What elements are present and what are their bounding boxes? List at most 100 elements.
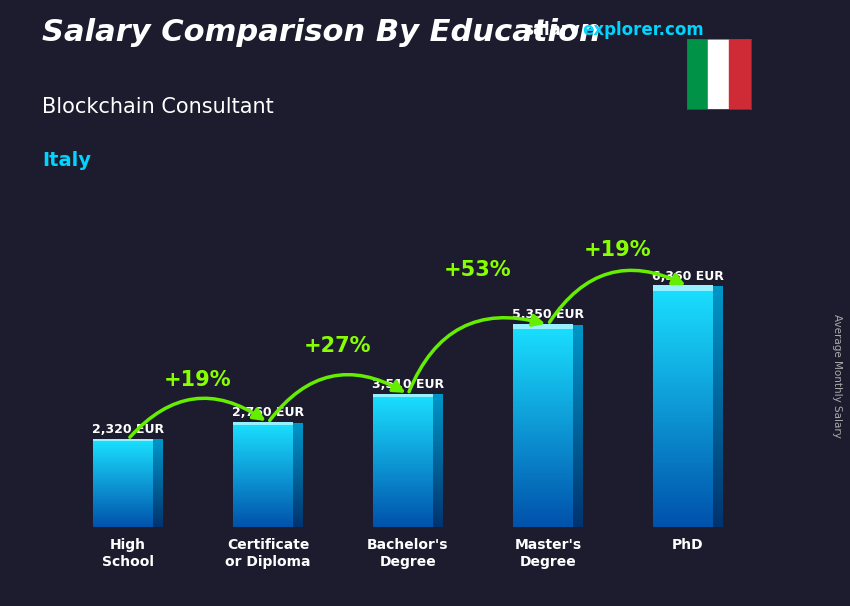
Bar <box>292 513 303 514</box>
Bar <box>233 491 292 492</box>
Bar <box>93 472 152 473</box>
Bar <box>573 340 583 341</box>
Bar <box>653 467 712 469</box>
Bar <box>292 511 303 513</box>
Bar <box>573 491 583 493</box>
Bar <box>433 471 443 472</box>
Bar <box>433 476 443 478</box>
Bar <box>152 468 163 470</box>
Bar <box>93 501 152 502</box>
Bar <box>712 449 723 451</box>
Bar <box>433 518 443 519</box>
Bar <box>373 524 433 525</box>
Bar <box>233 446 292 447</box>
Bar <box>373 415 433 416</box>
Bar <box>513 382 573 384</box>
Bar <box>373 458 433 459</box>
Bar <box>712 487 723 489</box>
Bar <box>292 464 303 465</box>
Bar <box>653 503 712 505</box>
Bar <box>653 441 712 443</box>
Bar <box>513 347 573 348</box>
Bar <box>573 424 583 426</box>
Bar <box>712 304 723 307</box>
Bar <box>233 503 292 504</box>
Bar <box>233 505 292 507</box>
Bar <box>653 302 712 304</box>
Bar <box>233 483 292 484</box>
Bar <box>712 453 723 455</box>
Bar <box>433 434 443 435</box>
Bar <box>433 508 443 510</box>
Bar <box>152 458 163 459</box>
Bar <box>93 450 152 451</box>
Bar <box>573 435 583 436</box>
Bar <box>712 336 723 339</box>
Bar <box>712 342 723 345</box>
Bar <box>152 465 163 467</box>
Bar <box>712 335 723 336</box>
Bar <box>152 452 163 453</box>
Bar <box>292 470 303 471</box>
Bar <box>573 348 583 350</box>
Bar <box>573 421 583 422</box>
Bar <box>433 491 443 493</box>
Bar <box>573 331 583 333</box>
Bar <box>373 499 433 501</box>
Bar <box>433 515 443 516</box>
Bar <box>93 473 152 474</box>
Bar <box>373 396 433 398</box>
Bar <box>712 367 723 368</box>
Bar <box>573 500 583 502</box>
Bar <box>233 516 292 517</box>
Bar <box>573 524 583 525</box>
Bar <box>712 401 723 403</box>
Bar <box>433 501 443 502</box>
Bar <box>433 479 443 481</box>
Bar <box>373 398 433 399</box>
Bar <box>573 502 583 504</box>
Bar <box>373 442 433 443</box>
Bar <box>513 502 573 504</box>
Bar <box>513 340 573 341</box>
Bar <box>233 498 292 499</box>
Bar <box>292 501 303 502</box>
Bar <box>93 517 152 518</box>
Bar <box>373 472 433 473</box>
Bar <box>573 450 583 451</box>
Bar <box>93 491 152 492</box>
Text: 3,510 EUR: 3,510 EUR <box>372 378 444 391</box>
Bar <box>653 347 712 348</box>
Bar <box>373 432 433 433</box>
Bar <box>712 313 723 315</box>
Bar <box>373 439 433 440</box>
Bar <box>513 375 573 377</box>
Bar <box>573 373 583 375</box>
Bar <box>712 439 723 441</box>
Bar <box>152 457 163 458</box>
Bar <box>433 408 443 410</box>
Bar <box>712 483 723 485</box>
Bar <box>433 491 443 492</box>
Bar <box>233 478 292 479</box>
Bar <box>233 499 292 500</box>
Bar <box>573 377 583 379</box>
Bar <box>433 481 443 482</box>
Bar <box>433 487 443 488</box>
Bar <box>513 441 573 443</box>
Bar <box>712 475 723 477</box>
Bar <box>653 447 712 449</box>
Bar <box>513 336 573 338</box>
Bar <box>292 455 303 456</box>
Bar <box>653 391 712 393</box>
Bar <box>433 407 443 408</box>
Bar <box>712 525 723 527</box>
Bar <box>292 469 303 470</box>
Bar <box>433 440 443 441</box>
Bar <box>653 421 712 423</box>
Bar <box>433 464 443 465</box>
Bar <box>233 524 292 525</box>
Bar <box>152 496 163 497</box>
Bar <box>653 335 712 336</box>
Bar <box>573 433 583 435</box>
